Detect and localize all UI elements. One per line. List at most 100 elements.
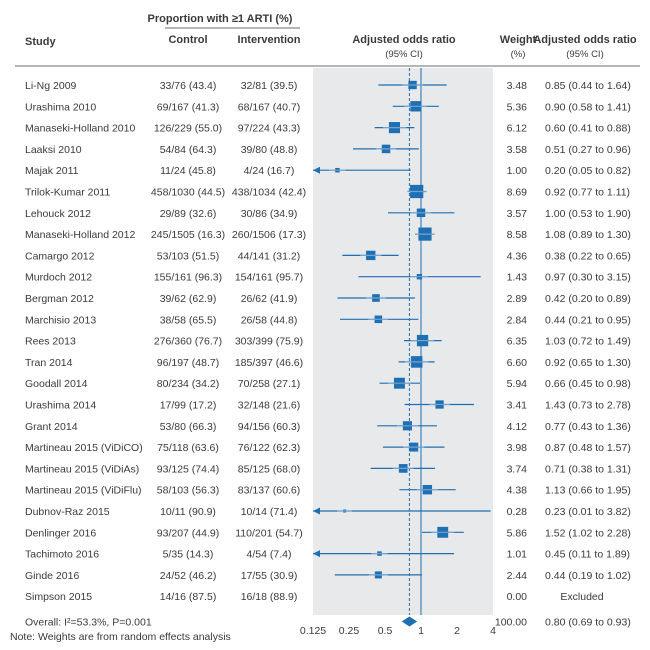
intervention-value: 76/122 (62.3) [238, 442, 300, 454]
or-text-value: 0.71 (0.38 to 1.31) [545, 463, 631, 475]
intervention-value: 32/81 (39.5) [241, 80, 298, 92]
ci-arrow-left [313, 166, 320, 174]
weight-value: 2.89 [507, 293, 528, 305]
study-rows: Li-Ng 2009 33/76 (43.4) 32/81 (39.5) 3.48 0.… [25, 80, 631, 629]
study-name: Martineau 2015 (ViDiFlu) [25, 485, 142, 497]
x-tick-label: 0.25 [339, 625, 360, 637]
control-value: 33/76 (43.4) [160, 80, 217, 92]
intervention-value: 438/1034 (42.4) [232, 187, 306, 199]
control-value: 29/89 (32.6) [160, 208, 217, 220]
header-intervention: Intervention [238, 34, 301, 46]
or-text-value: 0.85 (0.44 to 1.64) [545, 80, 631, 92]
x-tick-label: 2 [454, 625, 460, 637]
weight-value: 3.98 [507, 442, 528, 454]
control-value: 24/52 (46.2) [160, 570, 217, 582]
control-value: 39/62 (62.9) [160, 293, 217, 305]
intervention-value: 4/24 (16.7) [244, 165, 295, 177]
weight-value: 6.12 [507, 123, 528, 135]
weight-value: 3.57 [507, 208, 528, 220]
plot-shading [313, 68, 493, 615]
or-text-value: 0.66 (0.45 to 0.98) [545, 378, 631, 390]
or-text-value: 0.20 (0.05 to 0.82) [545, 165, 631, 177]
weight-value: 0.00 [507, 591, 528, 603]
or-text-value: 0.45 (0.11 to 1.89) [545, 549, 630, 561]
study-name: Tachimoto 2016 [25, 549, 99, 561]
weight-value: 5.94 [507, 378, 528, 390]
weight-value: 3.74 [507, 463, 528, 475]
study-name: Dubnov-Raz 2015 [25, 506, 110, 518]
overall-weight: 100.00 [495, 617, 527, 629]
study-name: Urashima 2010 [25, 101, 96, 113]
header-or-plot: Adjusted odds ratio [352, 34, 456, 46]
weight-value: 5.86 [507, 527, 528, 539]
intervention-value: 16/18 (88.9) [241, 591, 298, 603]
intervention-value: 70/258 (27.1) [238, 378, 300, 390]
weight-value: 8.69 [507, 187, 528, 199]
weight-value: 5.36 [507, 101, 528, 113]
control-value: 53/80 (66.3) [160, 421, 217, 433]
or-text-value: 1.00 (0.53 to 1.90) [545, 208, 631, 220]
intervention-value: 32/148 (21.6) [238, 400, 300, 412]
study-name: Manaseki-Holland 2012 [25, 229, 135, 241]
header-proportion: Proportion with ≥1 ARTI (%) [148, 13, 293, 25]
ci-arrow-left [313, 507, 320, 515]
intervention-value: 10/14 (71.4) [241, 506, 298, 518]
or-text-value: 0.92 (0.77 to 1.11) [545, 187, 630, 199]
weight-value: 3.41 [507, 400, 528, 412]
or-text-value: 0.51 (0.27 to 0.96) [545, 144, 631, 156]
control-value: 38/58 (65.5) [160, 314, 217, 326]
header-study: Study [25, 36, 56, 48]
study-name: Murdoch 2012 [25, 272, 92, 284]
or-text-value: 0.97 (0.30 to 3.15) [545, 272, 631, 284]
header-or-plot-ci: (95% CI) [385, 49, 422, 60]
or-text-value: 0.38 (0.22 to 0.65) [545, 250, 631, 262]
control-value: 458/1030 (44.5) [151, 187, 225, 199]
study-name: Denlinger 2016 [25, 527, 96, 539]
control-value: 53/103 (51.5) [157, 250, 219, 262]
intervention-value: 68/167 (40.7) [238, 101, 300, 113]
weight-value: 1.00 [507, 165, 528, 177]
intervention-value: 44/141 (31.2) [238, 250, 300, 262]
weight-value: 4.36 [507, 250, 528, 262]
intervention-value: 26/58 (44.8) [241, 314, 298, 326]
study-name: Li-Ng 2009 [25, 80, 77, 92]
or-text-value: 0.87 (0.48 to 1.57) [545, 442, 631, 454]
weight-value: 6.35 [507, 336, 528, 348]
control-value: 17/99 (17.2) [160, 400, 217, 412]
or-text-value: 0.42 (0.20 to 0.89) [545, 293, 631, 305]
weight-value: 6.60 [507, 357, 528, 369]
x-tick-label: 0.125 [300, 625, 326, 637]
study-name: Manaseki-Holland 2010 [25, 123, 135, 135]
or-text-value: 1.03 (0.72 to 1.49) [545, 336, 631, 348]
intervention-value: 97/224 (43.3) [238, 123, 300, 135]
control-value: 245/1505 (16.3) [151, 229, 225, 241]
weight-value: 1.01 [507, 549, 528, 561]
control-value: 58/103 (56.3) [157, 485, 219, 497]
x-tick-label: 1 [418, 625, 424, 637]
or-text-value: 1.52 (1.02 to 2.28) [545, 527, 631, 539]
or-text-value: 0.44 (0.21 to 0.95) [545, 314, 631, 326]
study-name: Urashima 2014 [25, 400, 96, 412]
or-text-value: 1.13 (0.66 to 1.95) [545, 485, 631, 497]
control-value: 276/360 (76.7) [154, 336, 222, 348]
study-name: Bergman 2012 [25, 293, 94, 305]
intervention-value: 85/125 (68.0) [238, 463, 300, 475]
study-name: Martineau 2015 (ViDiAs) [25, 463, 139, 475]
overall-label: Overall: I²=53.3%, P=0.001 [25, 617, 152, 629]
footnote: Note: Weights are from random effects an… [10, 631, 231, 643]
or-text-value: 0.77 (0.43 to 1.36) [545, 421, 631, 433]
overall-diamond [401, 616, 418, 627]
weight-value: 1.43 [507, 272, 528, 284]
or-text-value: 0.23 (0.01 to 3.82) [545, 506, 631, 518]
overall-or-text: 0.80 (0.69 to 0.93) [545, 617, 631, 629]
study-name: Trilok-Kumar 2011 [25, 187, 110, 199]
study-name: Martineau 2015 (ViDiCO) [25, 442, 143, 454]
control-value: 93/125 (74.4) [157, 463, 219, 475]
study-name: Grant 2014 [25, 421, 78, 433]
intervention-value: 154/161 (95.7) [235, 272, 303, 284]
header-or-text: Adjusted odds ratio [533, 34, 637, 46]
weight-value: 3.48 [507, 80, 528, 92]
study-name: Marchisio 2013 [25, 314, 96, 326]
control-value: 10/11 (90.9) [160, 506, 216, 518]
